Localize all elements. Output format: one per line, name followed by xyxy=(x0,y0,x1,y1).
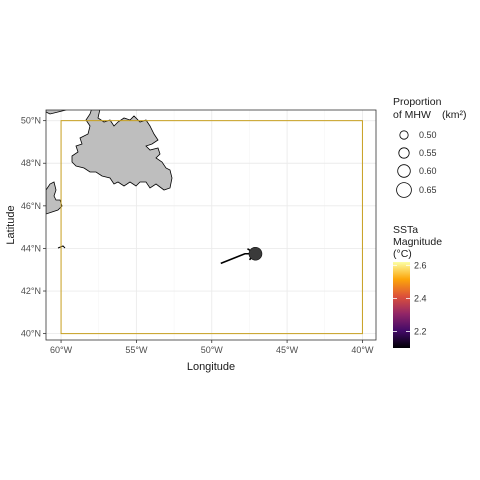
peninsula-landmass xyxy=(46,110,67,115)
color-legend-title-line2: Magnitude xyxy=(393,236,442,248)
y-tick-label: 50°N xyxy=(21,116,41,126)
color-legend-title-line3: (°C) xyxy=(393,248,412,260)
study-area-box xyxy=(60,120,363,335)
color-legend-bar xyxy=(393,262,410,348)
color-legend-label: 2.4 xyxy=(414,293,427,303)
color-legend-label: 2.2 xyxy=(414,326,427,336)
y-tick-label: 42°N xyxy=(21,286,41,296)
panel-border xyxy=(45,109,377,341)
size-legend-key xyxy=(398,147,410,159)
color-legend: SSTa Magnitude (°C) 2.2 2.4 2.6 xyxy=(393,224,442,348)
color-legend-label: 2.6 xyxy=(414,260,427,270)
size-legend-label: 0.60 xyxy=(419,166,437,176)
x-tick-label: 40°W xyxy=(351,345,374,355)
mhw-event-layer xyxy=(220,246,263,265)
color-legend-title-line1: SSTa xyxy=(393,224,418,236)
x-tick-label: 50°W xyxy=(201,345,224,355)
newfoundland-landmass xyxy=(71,110,173,191)
y-tick-label: 46°N xyxy=(21,201,41,211)
mhw-centroid-marker xyxy=(248,246,263,261)
size-legend-label: 0.50 xyxy=(419,130,437,140)
x-axis-title: Longitude xyxy=(187,361,235,373)
size-legend-key xyxy=(396,182,412,198)
y-axis-title: Latitude xyxy=(5,205,17,244)
x-tick-label: 55°W xyxy=(125,345,148,355)
sable-island xyxy=(57,245,66,249)
y-tick-label: 44°N xyxy=(21,243,41,253)
size-legend-title-line1: Proportion xyxy=(393,96,442,108)
cape-breton-landmass xyxy=(46,181,63,215)
x-tick-label: 60°W xyxy=(50,345,73,355)
size-legend-title-line2: of MHW xyxy=(393,109,431,121)
y-axis-ticks: 40°N 42°N 44°N 46°N 48°N 50°N xyxy=(21,116,46,339)
size-legend-label: 0.65 xyxy=(419,185,437,195)
size-legend: Proportion of MHW (km²) 0.50 0.55 0.60 0.65 xyxy=(393,96,467,198)
y-tick-label: 40°N xyxy=(21,329,41,339)
size-legend-label: 0.55 xyxy=(419,148,437,158)
x-tick-label: 45°W xyxy=(276,345,299,355)
y-tick-label: 48°N xyxy=(21,158,41,168)
land-layer xyxy=(46,110,173,249)
x-axis-ticks: 60°W 55°W 50°W 45°W 40°W xyxy=(50,340,374,355)
size-legend-title-unit: (km²) xyxy=(442,109,467,121)
size-legend-key xyxy=(399,130,409,140)
size-legend-key xyxy=(397,164,411,178)
